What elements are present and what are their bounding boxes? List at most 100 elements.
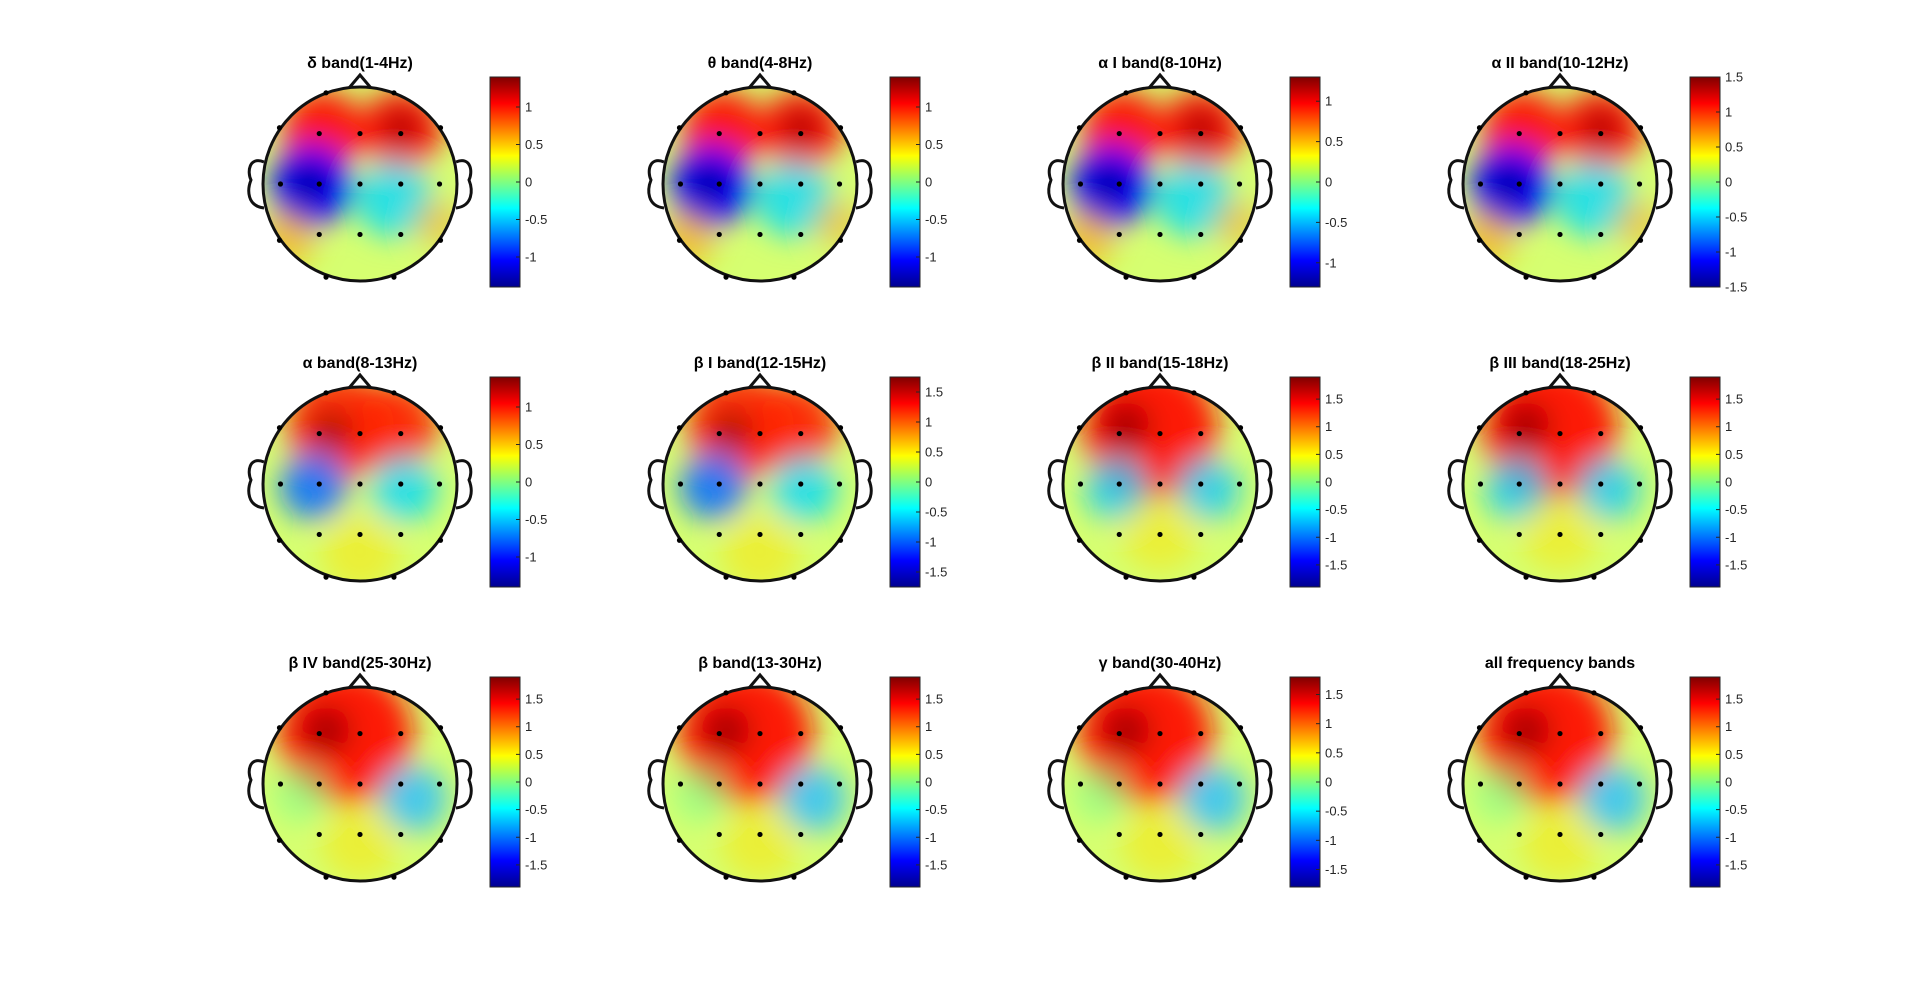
electrode-dot [276, 725, 283, 731]
electrode-dot [1636, 181, 1643, 187]
map-blob [1583, 110, 1619, 146]
electrode-dot [1516, 481, 1522, 487]
nose-outline [347, 72, 373, 89]
map-blob [1090, 164, 1129, 204]
colorbar-tick-label: 0 [1325, 775, 1332, 790]
colorbar-tick-label: 0.5 [1325, 134, 1343, 149]
colorbar-tick-label: 0 [925, 175, 932, 190]
electrode-dot [837, 237, 844, 243]
electrode-dot [436, 781, 443, 787]
colorbar-tick-label: -1.5 [1325, 862, 1347, 877]
topoplot-panel: α I band(8-10Hz) 1 0.5 0 -0.5 -1 [1047, 55, 1347, 288]
electrode-dot [1636, 481, 1643, 487]
colorbar-tick-label: 1 [1325, 94, 1332, 109]
head-outline [1061, 685, 1259, 883]
colorbar-tick-label: 1 [1725, 719, 1732, 734]
electrode-dot [1598, 781, 1604, 787]
map-blob [663, 208, 717, 267]
electrode-dot [757, 231, 763, 238]
electrode-dot [1191, 390, 1197, 396]
electrode-dot [1523, 690, 1529, 696]
electrode-dot [357, 730, 363, 737]
electrode-dot [316, 781, 322, 787]
colorbar-tick-label: -1.5 [925, 857, 947, 872]
nose-outline [1547, 72, 1573, 89]
electrode-dot [677, 181, 684, 187]
colorbar-tick-label: 0 [1325, 475, 1332, 490]
colorbar-tick-label: -1 [925, 250, 937, 265]
electrode-dot [1191, 274, 1197, 280]
map-blob [711, 411, 751, 451]
map-blob [1084, 456, 1149, 521]
nose-outline [1147, 72, 1173, 89]
colorbar-tick-label: -1.5 [1725, 557, 1747, 572]
electrode-dot [276, 425, 283, 431]
panel-title: β I band(12-15Hz) [694, 355, 826, 372]
electrode-dot [757, 481, 763, 487]
electrode-dot [1591, 90, 1597, 96]
colorbar-tick-label: -1 [1325, 530, 1337, 545]
panel-title: β II band(15-18Hz) [1092, 355, 1229, 372]
electrode-dot [391, 690, 397, 696]
electrode-dot [316, 430, 322, 437]
colorbar-tick-label: -0.5 [1325, 804, 1347, 819]
electrode-dot [791, 690, 797, 696]
electrode-dot [757, 430, 763, 437]
electrode-dot [1516, 781, 1522, 787]
topoplot-panel: γ band(30-40Hz) 1.5 1 0.5 0 -0.5 -1 -1.5 [1047, 655, 1347, 888]
electrode-dot [357, 481, 363, 487]
colorbar-tick-label: 0 [1325, 175, 1332, 190]
colorbar [489, 376, 521, 588]
electrode-dot [391, 390, 397, 396]
electrode-dot [1198, 481, 1204, 487]
electrode-dot [676, 125, 683, 131]
colorbar-tick-label: 0 [925, 775, 932, 790]
map-blob [290, 164, 329, 204]
head-outline [1461, 385, 1659, 583]
map-blob [369, 454, 438, 523]
colorbar-tick-label: -0.5 [525, 212, 547, 227]
panel-title: γ band(30-40Hz) [1099, 655, 1222, 672]
electrode-dot [323, 574, 329, 580]
colorbar-tick-label: 0.5 [925, 747, 943, 762]
head-outline [661, 685, 859, 883]
electrode-dot [757, 831, 763, 838]
electrode-dot [398, 531, 404, 538]
electrode-dot [1598, 831, 1604, 838]
electrode-dot [837, 537, 844, 543]
electrode-dot [1598, 730, 1604, 737]
electrode-dot [1523, 390, 1529, 396]
colorbar-tick-label: 1 [525, 100, 532, 115]
colorbar-tick-label: -0.5 [925, 802, 947, 817]
colorbar-tick-label: -0.5 [1325, 502, 1347, 517]
colorbar-tick-label: 0 [1725, 775, 1732, 790]
electrode-dot [1077, 481, 1084, 487]
colorbar-tick-label: 0.5 [1325, 745, 1343, 760]
electrode-dot [676, 837, 683, 843]
panel-title: β band(13-30Hz) [698, 655, 822, 672]
map-blob [690, 164, 729, 204]
electrode-dot [716, 730, 722, 737]
colorbar-tick-label: -1.5 [1325, 557, 1347, 572]
electrode-dot [1198, 430, 1204, 437]
colorbar-tick-label: 0.5 [1325, 447, 1343, 462]
electrode-dot [316, 831, 322, 838]
electrode-dot [1076, 537, 1083, 543]
electrode-dot [1598, 130, 1604, 137]
electrode-dot [1157, 781, 1163, 787]
electrode-dot [798, 231, 804, 238]
electrode-dot [391, 874, 397, 880]
electrode-dot [398, 181, 404, 187]
electrode-dot [1198, 781, 1204, 787]
electrode-dot [316, 481, 322, 487]
map-blob [1501, 706, 1551, 755]
electrode-dot [677, 781, 684, 787]
electrode-dot [316, 231, 322, 238]
electrode-dot [1157, 231, 1163, 238]
left-ear-outline [1447, 759, 1465, 810]
map-blob [301, 706, 351, 755]
electrode-dot [1476, 237, 1483, 243]
panel-title: δ band(1-4Hz) [307, 55, 413, 72]
colorbar-tick-label: 1 [1725, 105, 1732, 120]
electrode-dot [1476, 125, 1483, 131]
